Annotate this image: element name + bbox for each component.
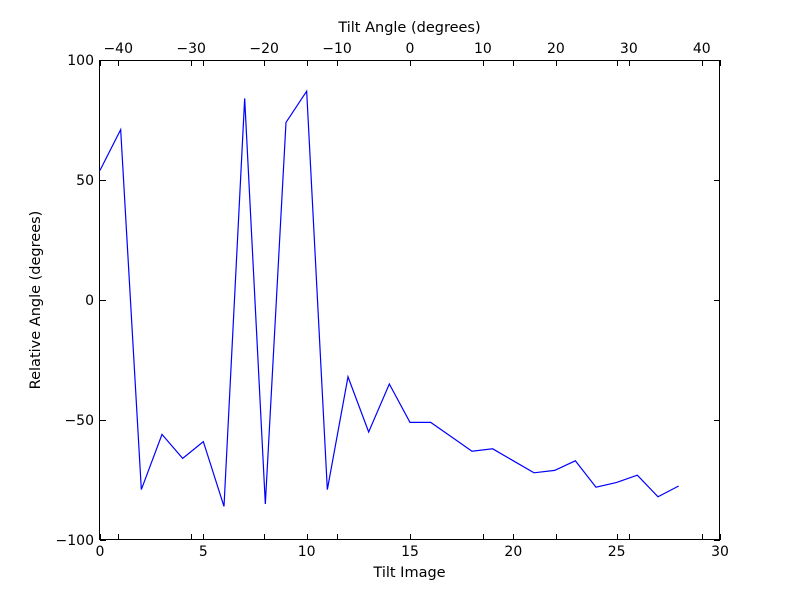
x2-tick-label: −40 bbox=[103, 41, 133, 57]
series-line-0 bbox=[99, 89, 679, 507]
x2-tick-label: 20 bbox=[547, 41, 565, 57]
y-tick-label: 50 bbox=[76, 173, 94, 189]
x2-tick-label: 0 bbox=[406, 41, 415, 57]
series-group bbox=[99, 89, 679, 507]
x-tick-label: 0 bbox=[96, 544, 105, 560]
y-tick-label: 100 bbox=[67, 53, 94, 69]
x2-tick-label: 40 bbox=[693, 41, 711, 57]
tick-marks bbox=[100, 60, 721, 541]
x2-axis-title: Tilt Angle (degrees) bbox=[337, 20, 480, 36]
y-axis-title: Relative Angle (degrees) bbox=[28, 211, 44, 390]
x-axis-title: Tilt Image bbox=[372, 565, 445, 581]
x2-tick-label: −10 bbox=[322, 41, 352, 57]
x2-tick-label: −20 bbox=[249, 41, 279, 57]
x-tick-label: 30 bbox=[711, 544, 729, 560]
tick-labels: 0 5 10 15 20 25 30−40 −30 −20 −10 0 10 20 30 40−100−50… bbox=[56, 41, 729, 560]
x-tick-label: 5 bbox=[199, 544, 208, 560]
y-tick-label: 0 bbox=[85, 293, 94, 309]
x-tick-label: 25 bbox=[608, 544, 626, 560]
x-tick-label: 10 bbox=[298, 544, 316, 560]
plot-frame bbox=[99, 60, 720, 540]
y-tick-label: −50 bbox=[64, 413, 94, 429]
y-tick-label: −100 bbox=[56, 533, 94, 549]
x-tick-label: 15 bbox=[401, 544, 419, 560]
x2-tick-label: −30 bbox=[176, 41, 206, 57]
x2-tick-label: 10 bbox=[474, 41, 492, 57]
x-tick-label: 20 bbox=[504, 544, 522, 560]
x2-tick-label: 30 bbox=[620, 41, 638, 57]
